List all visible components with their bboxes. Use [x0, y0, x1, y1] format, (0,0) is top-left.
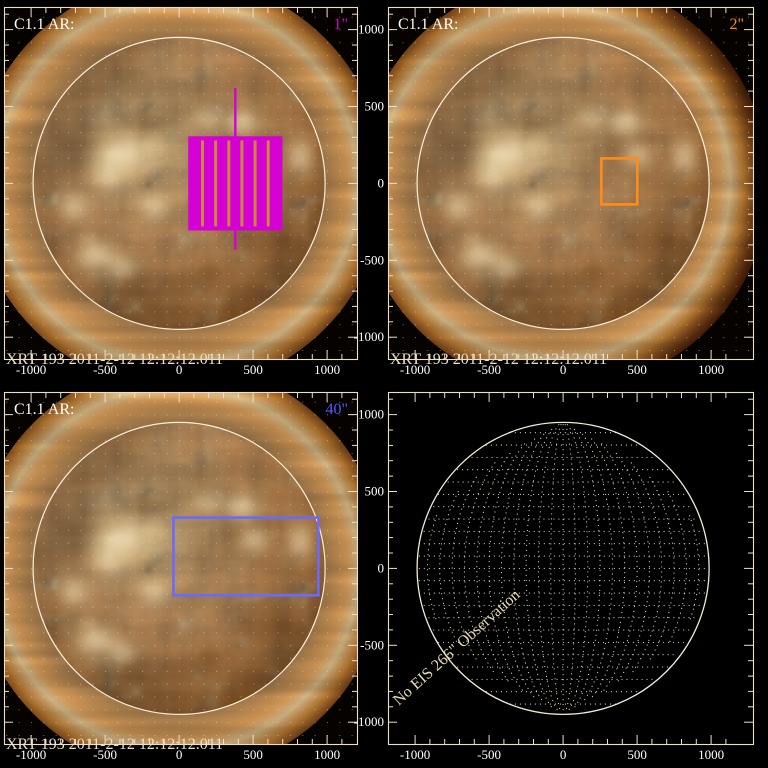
svg-text:500: 500 — [365, 484, 385, 499]
svg-text:1000: 1000 — [698, 747, 724, 762]
svg-text:0: 0 — [378, 560, 385, 575]
svg-text:-500: -500 — [477, 747, 501, 762]
svg-text:1000: 1000 — [314, 747, 340, 762]
svg-text:0: 0 — [378, 175, 385, 190]
svg-text:0: 0 — [560, 747, 567, 762]
svg-text:1000: 1000 — [698, 362, 724, 377]
svg-text:-500: -500 — [360, 637, 384, 652]
svg-text:500: 500 — [365, 99, 385, 114]
svg-text:-1000: -1000 — [354, 714, 384, 729]
svg-text:500: 500 — [627, 747, 647, 762]
svg-text:-500: -500 — [360, 252, 384, 267]
svg-text:500: 500 — [627, 362, 647, 377]
svg-text:1000: 1000 — [358, 22, 384, 37]
svg-text:1000: 1000 — [314, 362, 340, 377]
svg-text:500: 500 — [243, 747, 263, 762]
svg-text:-1000: -1000 — [400, 747, 430, 762]
svg-text:1000: 1000 — [358, 407, 384, 422]
svg-text:-1000: -1000 — [354, 329, 384, 344]
svg-text:500: 500 — [243, 362, 263, 377]
